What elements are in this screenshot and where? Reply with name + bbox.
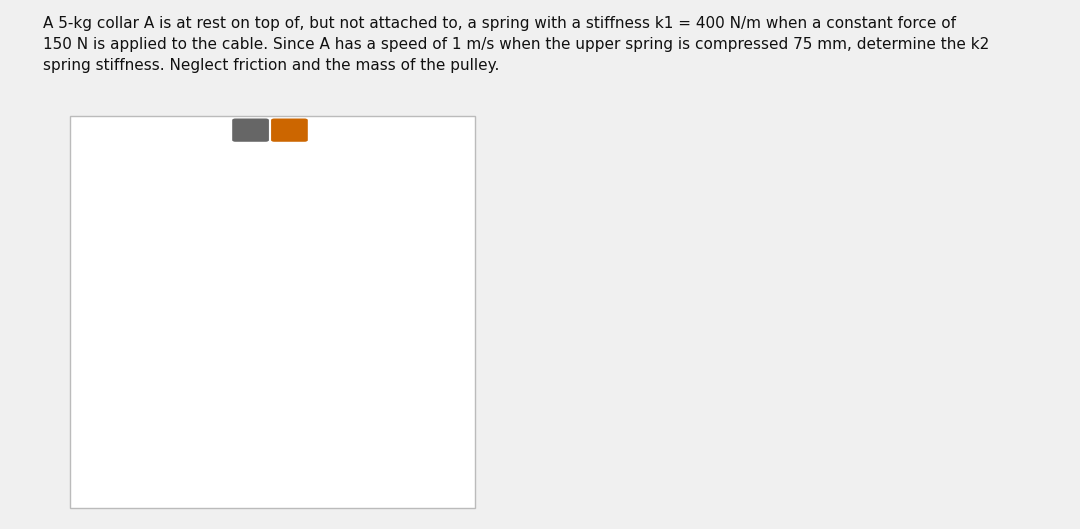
Circle shape — [225, 387, 240, 402]
Circle shape — [373, 262, 378, 268]
Circle shape — [369, 259, 381, 271]
Text: k₁: k₁ — [257, 430, 274, 448]
Text: ↻: ↻ — [284, 124, 295, 136]
Text: 75 mm: 75 mm — [208, 307, 257, 321]
Circle shape — [230, 391, 234, 397]
Bar — [226, 151, 241, 471]
Text: k₂: k₂ — [189, 176, 207, 194]
Text: ←— 400 mm —→: ←— 400 mm —→ — [246, 117, 363, 131]
Text: B: B — [346, 232, 357, 250]
Text: 150 N: 150 N — [417, 234, 471, 252]
Circle shape — [244, 370, 251, 377]
Bar — [218, 363, 249, 407]
Circle shape — [361, 250, 391, 280]
Text: A: A — [254, 382, 265, 400]
Text: A 5-kg collar A is at rest on top of, but not attached to, a spring with a stiff: A 5-kg collar A is at rest on top of, bu… — [43, 16, 989, 73]
Bar — [167, 471, 367, 486]
Bar — [188, 136, 280, 151]
Text: ↺: ↺ — [245, 124, 256, 136]
Text: 450 mm: 450 mm — [118, 307, 175, 321]
